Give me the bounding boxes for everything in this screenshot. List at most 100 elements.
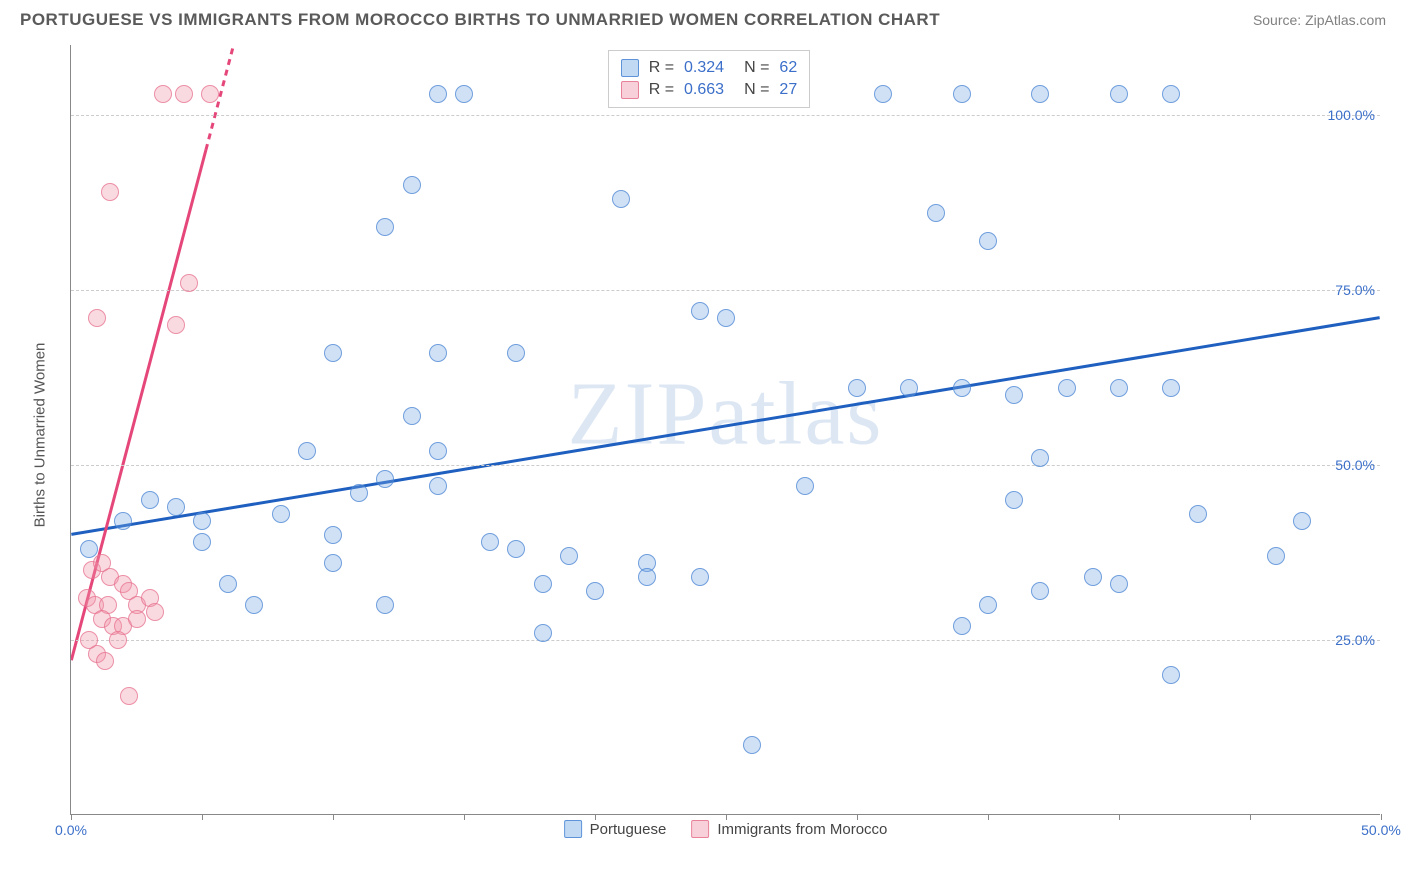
- x-tick: [333, 814, 334, 820]
- legend-item-morocco: Immigrants from Morocco: [691, 820, 887, 838]
- grid-line: [71, 465, 1380, 466]
- y-tick-label: 75.0%: [1335, 282, 1375, 298]
- data-point-portuguese: [429, 442, 447, 460]
- x-tick-label: 0.0%: [55, 822, 87, 838]
- data-point-portuguese: [1189, 505, 1207, 523]
- data-point-portuguese: [324, 526, 342, 544]
- data-point-portuguese: [586, 582, 604, 600]
- data-point-portuguese: [612, 190, 630, 208]
- data-point-portuguese: [953, 617, 971, 635]
- grid-line: [71, 290, 1380, 291]
- source-label: Source: ZipAtlas.com: [1253, 12, 1386, 28]
- y-tick-label: 25.0%: [1335, 632, 1375, 648]
- data-point-portuguese: [1162, 666, 1180, 684]
- data-point-morocco: [80, 631, 98, 649]
- x-tick: [857, 814, 858, 820]
- data-point-portuguese: [429, 477, 447, 495]
- data-point-morocco: [96, 652, 114, 670]
- data-point-portuguese: [350, 484, 368, 502]
- data-point-morocco: [201, 85, 219, 103]
- data-point-portuguese: [1110, 85, 1128, 103]
- legend-correlation: R = 0.324 N = 62 R = 0.663 N = 27: [608, 50, 811, 108]
- swatch-pink: [621, 81, 639, 99]
- data-point-morocco: [180, 274, 198, 292]
- x-tick: [595, 814, 596, 820]
- data-point-portuguese: [796, 477, 814, 495]
- grid-line: [71, 115, 1380, 116]
- data-point-portuguese: [1005, 386, 1023, 404]
- data-point-portuguese: [979, 596, 997, 614]
- data-point-morocco: [109, 631, 127, 649]
- trend-lines: [71, 45, 1380, 814]
- data-point-morocco: [146, 603, 164, 621]
- data-point-portuguese: [376, 596, 394, 614]
- data-point-morocco: [175, 85, 193, 103]
- legend-label: Immigrants from Morocco: [717, 821, 887, 838]
- y-axis-title: Births to Unmarried Women: [32, 343, 49, 528]
- x-tick: [988, 814, 989, 820]
- data-point-portuguese: [1084, 568, 1102, 586]
- watermark: ZIPatlas: [568, 363, 884, 466]
- chart-title: PORTUGUESE VS IMMIGRANTS FROM MOROCCO BI…: [20, 10, 940, 30]
- data-point-portuguese: [1162, 379, 1180, 397]
- data-point-portuguese: [507, 540, 525, 558]
- y-tick-label: 50.0%: [1335, 457, 1375, 473]
- data-point-portuguese: [141, 491, 159, 509]
- data-point-portuguese: [167, 498, 185, 516]
- data-point-portuguese: [638, 568, 656, 586]
- x-tick: [202, 814, 203, 820]
- data-point-portuguese: [1267, 547, 1285, 565]
- swatch-blue: [564, 820, 582, 838]
- data-point-portuguese: [953, 379, 971, 397]
- data-point-portuguese: [717, 309, 735, 327]
- data-point-morocco: [128, 610, 146, 628]
- n-label: N =: [744, 59, 769, 77]
- data-point-morocco: [120, 687, 138, 705]
- data-point-portuguese: [193, 512, 211, 530]
- data-point-portuguese: [1162, 85, 1180, 103]
- data-point-portuguese: [376, 218, 394, 236]
- r-label: R =: [649, 59, 674, 77]
- data-point-portuguese: [1031, 85, 1049, 103]
- data-point-portuguese: [979, 232, 997, 250]
- data-point-portuguese: [1058, 379, 1076, 397]
- data-point-portuguese: [534, 575, 552, 593]
- data-point-portuguese: [560, 547, 578, 565]
- x-tick: [1381, 814, 1382, 820]
- data-point-portuguese: [114, 512, 132, 530]
- data-point-portuguese: [429, 85, 447, 103]
- data-point-portuguese: [455, 85, 473, 103]
- y-tick-label: 100.0%: [1328, 107, 1375, 123]
- data-point-portuguese: [403, 407, 421, 425]
- data-point-portuguese: [848, 379, 866, 397]
- data-point-portuguese: [219, 575, 237, 593]
- swatch-blue: [621, 59, 639, 77]
- r-label: R =: [649, 81, 674, 99]
- data-point-portuguese: [953, 85, 971, 103]
- legend-row-pink: R = 0.663 N = 27: [621, 79, 798, 101]
- data-point-portuguese: [534, 624, 552, 642]
- data-point-portuguese: [376, 470, 394, 488]
- legend-series: Portuguese Immigrants from Morocco: [564, 820, 888, 838]
- x-tick: [1119, 814, 1120, 820]
- data-point-morocco: [167, 316, 185, 334]
- x-tick: [1250, 814, 1251, 820]
- data-point-portuguese: [1031, 449, 1049, 467]
- legend-item-portuguese: Portuguese: [564, 820, 667, 838]
- data-point-portuguese: [743, 736, 761, 754]
- data-point-portuguese: [403, 176, 421, 194]
- legend-row-blue: R = 0.324 N = 62: [621, 57, 798, 79]
- r-value-pink: 0.663: [684, 81, 724, 99]
- x-tick-label: 50.0%: [1361, 822, 1401, 838]
- data-point-portuguese: [245, 596, 263, 614]
- data-point-portuguese: [272, 505, 290, 523]
- data-point-portuguese: [298, 442, 316, 460]
- data-point-portuguese: [927, 204, 945, 222]
- data-point-portuguese: [1110, 379, 1128, 397]
- data-point-portuguese: [324, 344, 342, 362]
- r-value-blue: 0.324: [684, 59, 724, 77]
- x-tick: [71, 814, 72, 820]
- data-point-portuguese: [507, 344, 525, 362]
- data-point-portuguese: [1293, 512, 1311, 530]
- data-point-portuguese: [481, 533, 499, 551]
